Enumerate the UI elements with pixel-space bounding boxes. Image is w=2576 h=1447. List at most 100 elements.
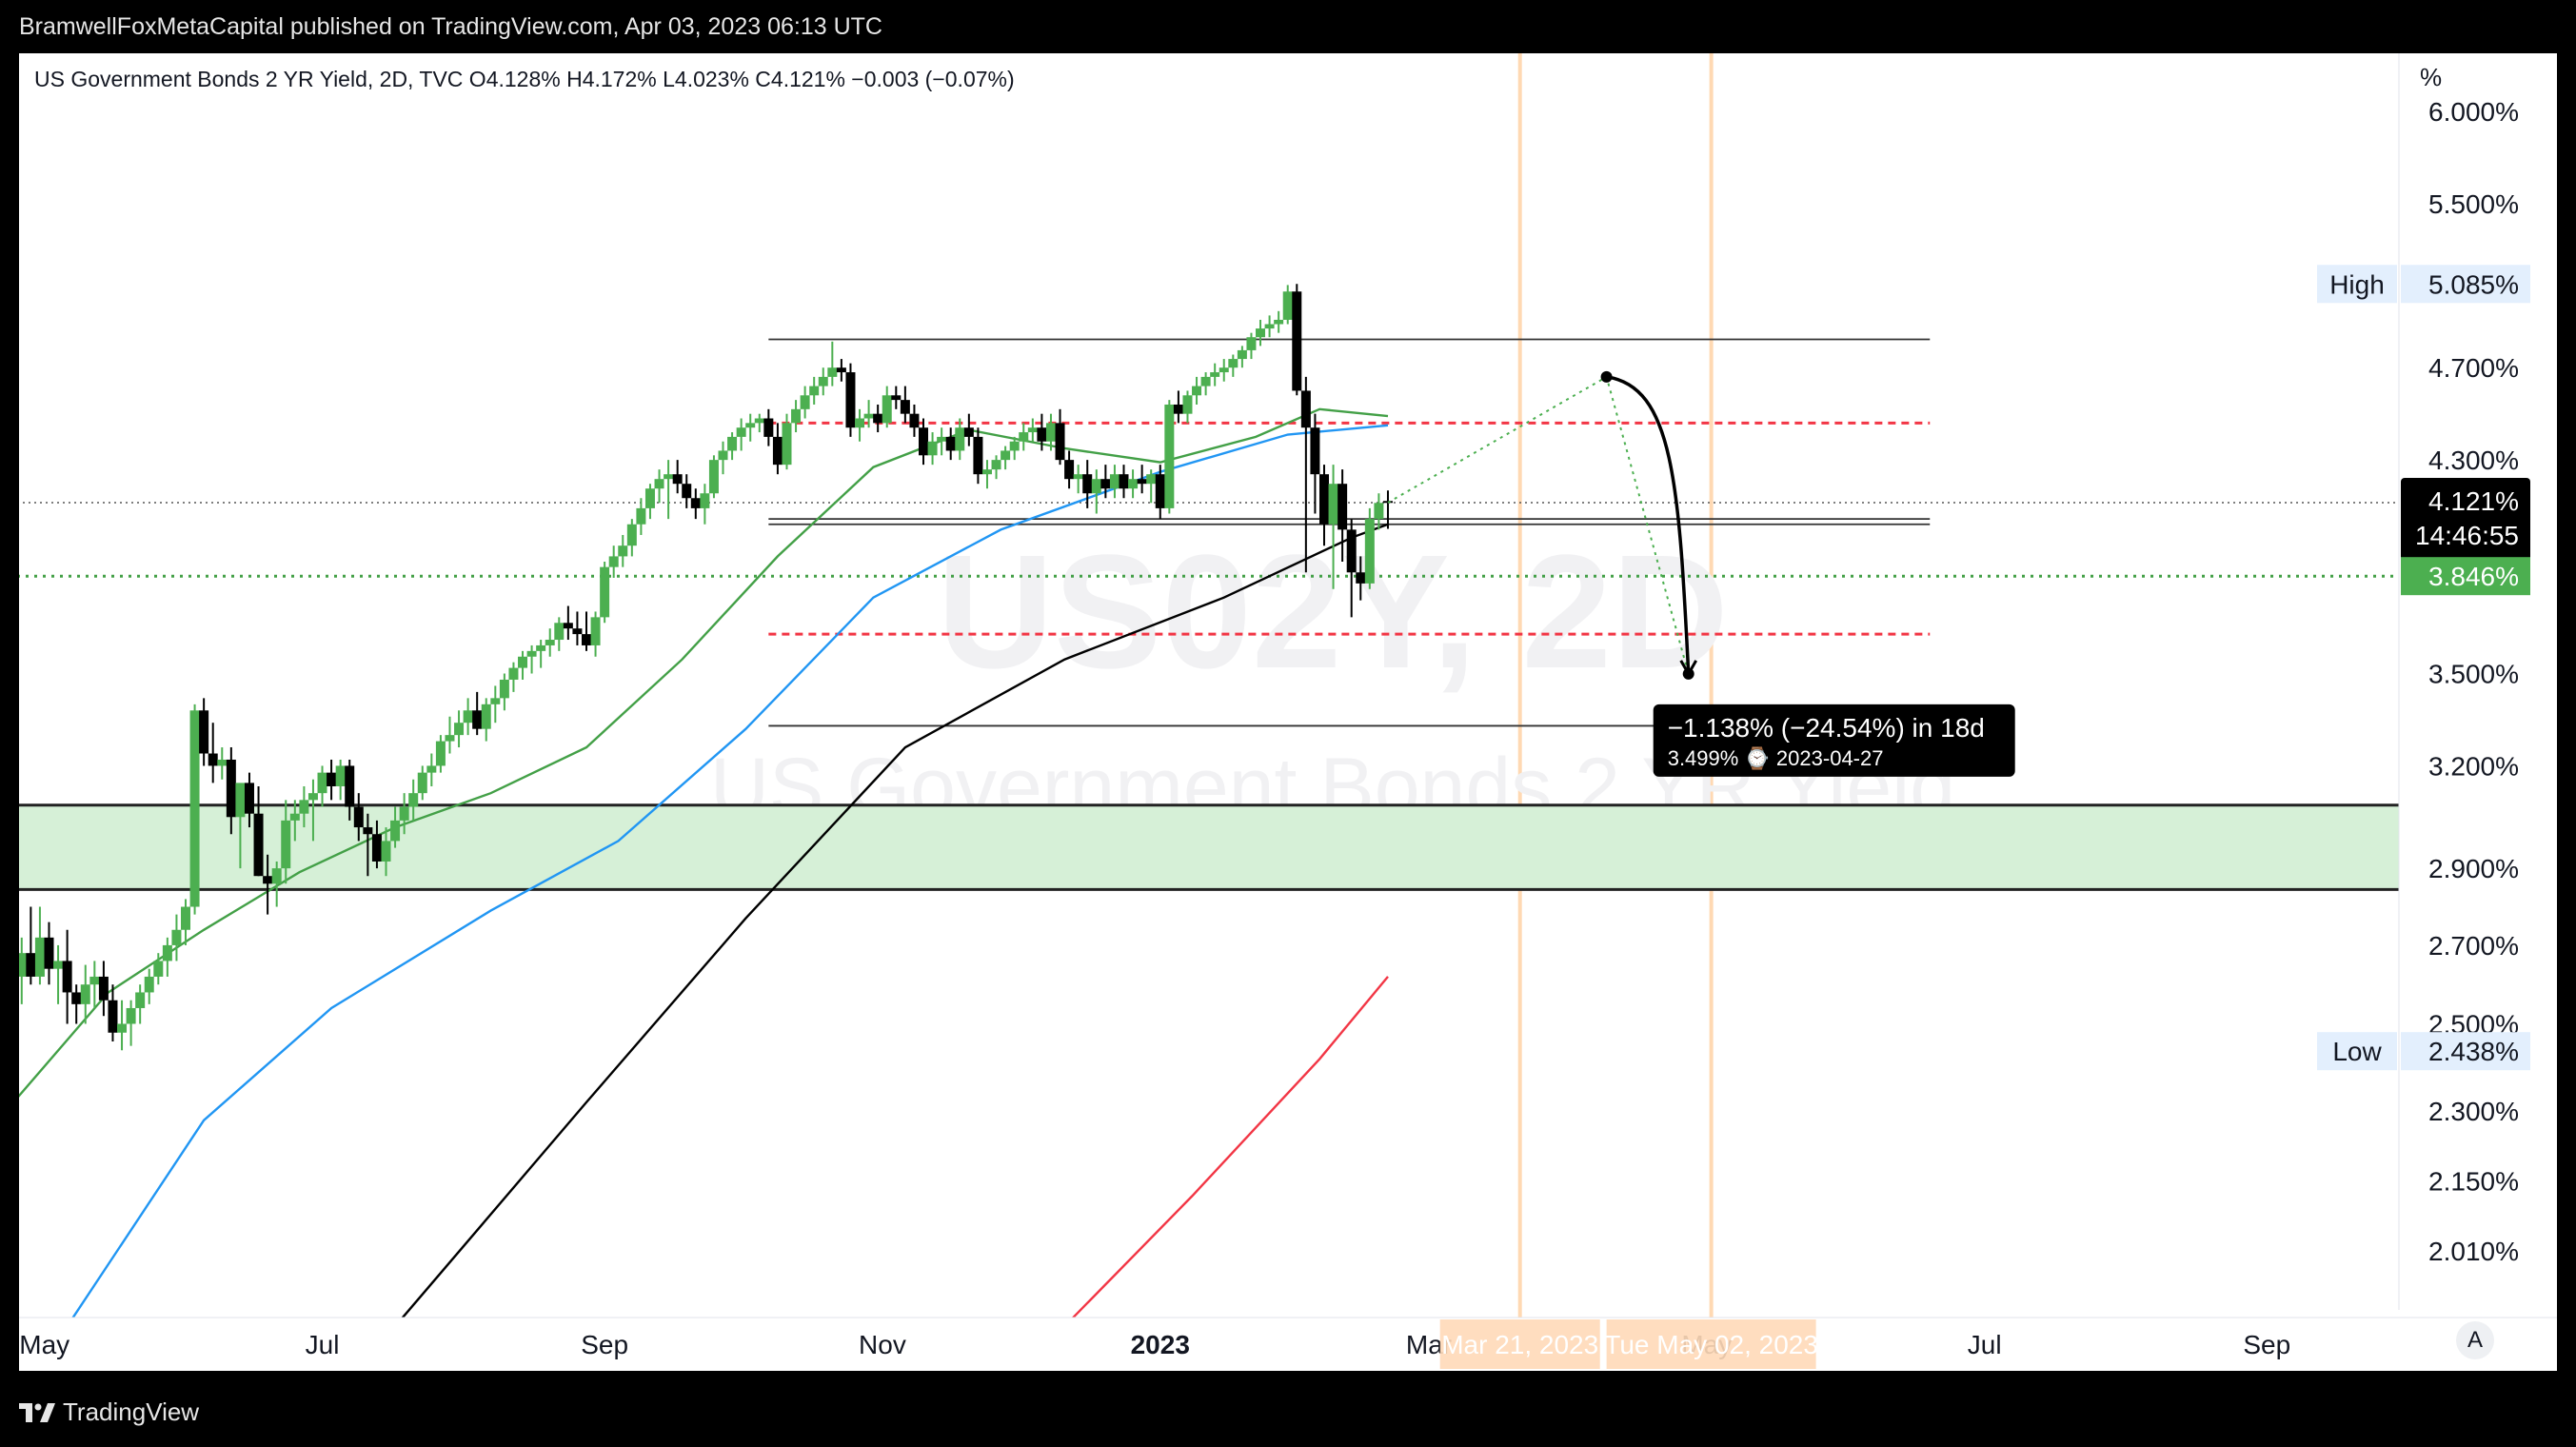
candle-body — [135, 992, 146, 1008]
candle — [390, 806, 401, 848]
candle-body — [581, 634, 591, 645]
candle-body — [1328, 484, 1338, 525]
candle — [700, 484, 710, 525]
x-tick-label: Sep — [2243, 1330, 2290, 1359]
candle — [981, 460, 992, 489]
date-label-bg — [1439, 1319, 1600, 1369]
candle-body — [882, 395, 892, 424]
candle — [435, 735, 446, 773]
candle — [1073, 465, 1083, 494]
price-label-value: 2.438% — [2428, 1037, 2519, 1066]
candle-body — [963, 427, 974, 437]
candle-body — [1009, 441, 1020, 451]
candle — [1155, 465, 1165, 520]
candle-body — [855, 418, 865, 428]
candle — [1128, 469, 1139, 499]
candle — [345, 759, 355, 821]
tradingview-logo[interactable]: TradingView — [19, 1397, 199, 1427]
candle — [117, 1000, 128, 1051]
candle-body — [299, 800, 309, 814]
candle — [1210, 363, 1220, 387]
candle — [71, 984, 82, 1024]
candles — [19, 284, 1393, 1051]
candle — [108, 984, 118, 1042]
candle — [171, 914, 182, 961]
candle-body — [900, 400, 910, 414]
time-axis: MayJulSepNov2023MarMayJulSepMar 21, 2023… — [19, 1317, 2557, 1371]
candle — [34, 906, 45, 985]
candle — [572, 611, 583, 645]
candle-body — [1318, 474, 1329, 525]
candle — [682, 474, 692, 508]
candle — [1137, 465, 1147, 494]
candle-body — [1155, 474, 1165, 508]
candle — [518, 650, 528, 680]
candle-body — [189, 710, 200, 907]
candle — [927, 432, 938, 466]
candle-body — [1182, 395, 1193, 414]
candle — [1119, 465, 1129, 499]
candle-body — [590, 617, 601, 645]
candle-body — [363, 827, 373, 835]
candle — [253, 785, 264, 877]
candle — [727, 432, 738, 461]
candle — [608, 545, 619, 578]
candle-body — [763, 418, 774, 437]
candle-body — [1356, 572, 1366, 584]
candle — [1200, 372, 1211, 396]
candle-body — [618, 545, 628, 557]
candle-body — [745, 423, 756, 428]
candle-body — [235, 783, 246, 818]
projection-label-bg — [1653, 704, 2015, 777]
candle-body — [700, 493, 710, 508]
candle — [1100, 465, 1111, 499]
candle-body — [53, 961, 64, 969]
candle-body — [626, 524, 637, 546]
y-tick-label: 2.010% — [2428, 1237, 2519, 1266]
candle-body — [1091, 479, 1101, 494]
candle-body — [1019, 432, 1029, 442]
candle — [335, 759, 346, 801]
price-unit: % — [2420, 63, 2443, 91]
candle-body — [536, 644, 546, 651]
candle — [1374, 493, 1384, 530]
moving-average-2 — [394, 523, 1389, 1327]
candle — [937, 427, 947, 456]
price-label-tag-bg — [2317, 265, 2397, 304]
candle-body — [1173, 404, 1183, 414]
candle — [381, 827, 391, 877]
candle — [782, 413, 792, 470]
candle-body — [545, 640, 555, 645]
candle-body — [34, 937, 45, 977]
price-label-high: High 5.085% — [2317, 265, 2530, 304]
candle-body — [44, 937, 54, 969]
tradingview-logo-icon — [19, 1402, 55, 1422]
candle-body — [126, 1007, 136, 1024]
candle-body — [89, 976, 100, 985]
candle-body — [371, 834, 382, 862]
x-tick-label: Sep — [581, 1330, 628, 1359]
candle-body — [981, 469, 992, 475]
candle — [454, 710, 465, 748]
candle-body — [927, 441, 938, 456]
candle — [235, 783, 246, 869]
candle-body — [244, 783, 254, 814]
candle-body — [1027, 427, 1038, 433]
chart-panel[interactable]: US02Y, 2D US Government Bonds 2 YR Yield −… — [19, 53, 2557, 1371]
candle-body — [1264, 324, 1275, 329]
y-tick-label: 2.700% — [2428, 931, 2519, 961]
candle-body — [1219, 367, 1229, 373]
auto-scale-button[interactable]: A — [2456, 1321, 2494, 1359]
candle-body — [62, 961, 72, 993]
candle-body — [381, 841, 391, 862]
candle-body — [809, 386, 820, 396]
candle-body — [281, 820, 291, 869]
candle — [508, 662, 519, 692]
candle-body — [1256, 328, 1266, 338]
candle — [1045, 413, 1056, 451]
candle-body — [818, 376, 828, 387]
date-label-may-02: Tue May 02, 2023 — [1604, 1319, 1818, 1369]
candle-body — [845, 372, 856, 428]
candle-body — [955, 427, 965, 451]
